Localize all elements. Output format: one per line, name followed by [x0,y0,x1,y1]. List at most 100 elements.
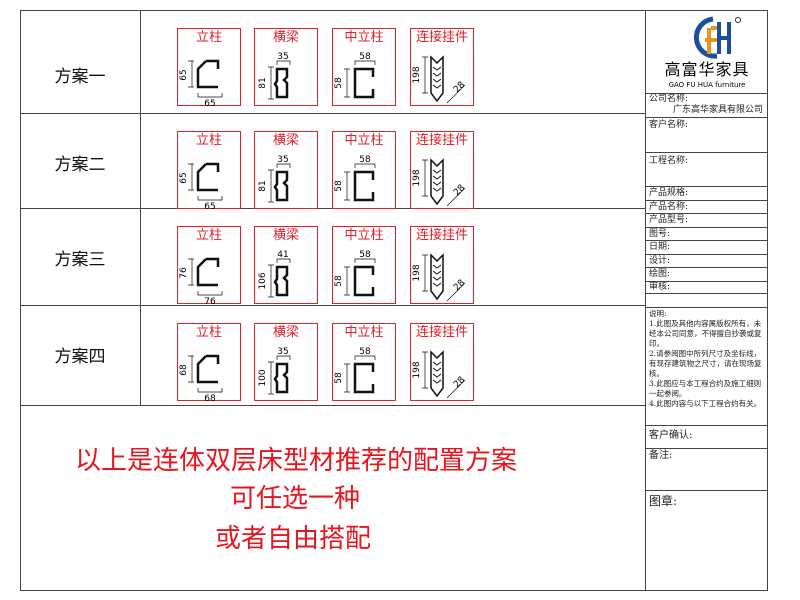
client-confirm-label: 客户确认: [649,430,693,441]
dimension-label: 58 [334,77,344,89]
column-profile-icon: 65 65 [179,59,223,107]
dimension-label: 65 [204,99,215,107]
dimension-label: 65 [179,172,189,183]
divider [20,405,645,406]
profile-beam: 横梁 35 81 [254,28,318,106]
project-label: 工程名称: [649,156,689,166]
free-combo-text: 或者自由搭配 [215,524,372,554]
profile-title: 连接挂件 [415,325,468,340]
draw-label: 绘图: [649,269,671,279]
dimension-label: 35 [277,347,288,357]
connector-profile-icon: 198 28 [412,350,467,399]
profile-column: 立柱 76 76 [177,226,241,305]
date-label: 日期: [649,242,671,252]
note-item: 4.此图内容与以下工程合约有关。 [649,399,762,408]
product-label: 产品名称: [649,202,689,212]
dimension-label: 81 [258,180,268,191]
dimension-label: 68 [204,394,216,402]
dimension-label: 28 [452,375,467,390]
profile-title: 立柱 [195,325,222,340]
divider [20,113,645,114]
notes: 说明: 1.此图及其他内容属版权所有，未经本公司同意，不得擅自抄袭或复印。 2.… [647,309,767,423]
dimension-label: 28 [452,80,467,95]
profile-middle-column: 中立柱 58 58 [332,323,396,401]
profile-title: 立柱 [195,30,222,45]
middle-column-profile-icon: 58 58 [334,347,376,394]
beam-profile-icon: 41 106 [258,250,291,298]
middle-column-profile-icon: 58 58 [334,250,376,297]
column-profile-icon: 76 76 [179,257,223,305]
company-label: 公司名称: [649,94,689,104]
dimension-label: 35 [277,52,288,62]
dimension-label: 76 [204,297,216,305]
profile-middle-column: 中立柱 58 58 [332,226,396,304]
divider [140,10,141,405]
profile-title: 中立柱 [344,228,384,243]
remark-label: 备注: [649,450,673,461]
notes-title: 说明: [649,309,667,318]
scheme-label: 方案一 [54,67,106,87]
client-label: 客户名称: [649,120,689,130]
profile-title: 中立柱 [344,133,384,148]
dimension-label: 28 [452,278,467,293]
model-label: 产品型号: [649,215,689,225]
profile-title: 连接挂件 [415,133,468,148]
middle-column-profile-icon: 58 58 [334,155,376,202]
recommendation-text: 以上是连体双层床型材推荐的配置方案 [75,446,518,476]
dimension-label: 198 [412,361,422,378]
dimension-label: 58 [359,52,371,62]
beam-profile-icon: 35 100 [258,347,291,395]
connector-profile-icon: 198 28 [412,55,467,104]
profile-title: 横梁 [272,133,299,148]
divider [645,10,646,591]
scheme-label: 方案三 [54,250,106,270]
dimension-label: 68 [179,364,189,376]
profile-title: 连接挂件 [415,228,468,243]
profile-title: 横梁 [272,325,299,340]
profile-column: 立柱 68 68 [177,323,241,402]
dimension-label: 58 [359,250,371,260]
review-label: 审核: [649,282,671,292]
profile-connector: 连接挂件 198 28 [410,131,474,209]
spec-label: 产品规格: [649,188,689,198]
dimension-label: 41 [277,250,288,260]
dimension-label: 198 [412,264,422,281]
profile-title: 立柱 [195,228,222,243]
dimension-label: 58 [334,275,344,287]
profile-connector: 连接挂件 198 28 [410,28,474,106]
design-label: 设计: [649,256,671,266]
connector-profile-icon: 198 28 [412,253,467,302]
logo-text: 高富华家具 [664,60,750,79]
column-profile-icon: 65 65 [179,162,223,210]
beam-profile-icon: 35 81 [258,155,291,203]
dimension-label: 81 [258,77,268,88]
profile-connector: 连接挂件 198 28 [410,226,474,304]
profile-beam: 横梁 35 100 [254,323,318,401]
profile-title: 横梁 [272,228,299,243]
choose-one-text: 可任选一种 [230,484,361,514]
connector-profile-icon: 198 28 [412,158,467,207]
profile-beam: 横梁 41 106 [254,226,318,304]
profile-title: 中立柱 [344,30,384,45]
logo-mark-icon [693,16,741,59]
beam-profile-icon: 35 81 [258,52,291,100]
drawing-no-label: 图号: [649,229,671,239]
dimension-label: 65 [179,69,189,80]
profile-title: 连接挂件 [415,30,468,45]
profile-middle-column: 中立柱 58 58 [332,28,396,106]
profile-title: 立柱 [195,133,222,148]
logo-subtext: GAO FU HUA furniture [668,81,746,89]
divider [20,305,645,306]
column-profile-icon: 68 68 [179,354,223,402]
note-item: 1.此图及其他内容属版权所有，未经本公司同意，不得擅自抄袭或复印。 [649,319,762,348]
company-value: 广东高华家具有限公司 [672,105,763,115]
dimension-label: 65 [204,202,215,210]
profile-title: 横梁 [272,30,299,45]
dimension-label: 198 [412,66,422,83]
profile-title: 中立柱 [344,325,384,340]
profile-beam: 横梁 35 81 [254,131,318,209]
middle-column-profile-icon: 58 58 [334,52,376,99]
profile-middle-column: 中立柱 58 58 [332,131,396,209]
profile-column: 立柱 65 65 [177,28,241,107]
drawing-frame [20,10,768,591]
